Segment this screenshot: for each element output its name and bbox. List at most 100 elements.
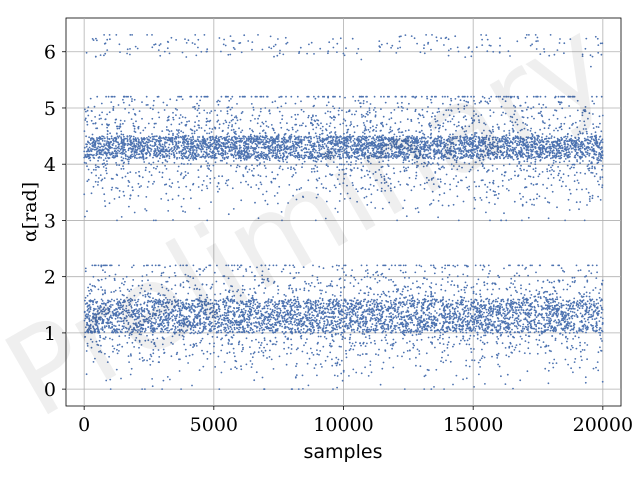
data-point xyxy=(308,319,310,322)
data-point xyxy=(372,301,375,303)
data-point xyxy=(217,355,220,358)
data-point xyxy=(249,127,251,130)
data-point xyxy=(453,310,456,313)
data-point xyxy=(127,111,130,114)
data-point xyxy=(586,165,589,168)
data-point xyxy=(356,316,359,319)
data-point xyxy=(281,330,284,333)
data-point xyxy=(471,321,474,323)
data-point xyxy=(402,264,405,267)
data-point xyxy=(200,150,203,153)
data-point xyxy=(457,103,460,106)
data-point xyxy=(527,347,530,350)
data-point xyxy=(424,270,426,273)
data-point xyxy=(180,302,183,304)
data-point xyxy=(245,137,248,140)
data-point xyxy=(115,162,117,164)
data-point xyxy=(518,350,521,353)
data-point xyxy=(495,353,498,356)
data-point xyxy=(506,373,509,376)
data-point xyxy=(512,311,514,314)
data-point xyxy=(381,299,383,302)
data-point xyxy=(229,108,232,111)
data-point xyxy=(294,328,296,331)
data-point xyxy=(243,158,246,161)
data-point xyxy=(473,323,476,325)
data-point xyxy=(524,178,527,180)
data-point xyxy=(251,339,253,342)
data-point xyxy=(203,129,206,132)
data-point xyxy=(214,161,217,164)
data-point xyxy=(390,278,392,281)
data-point xyxy=(173,272,176,274)
data-point xyxy=(153,126,156,129)
data-point xyxy=(317,335,320,338)
data-point xyxy=(120,133,123,136)
data-point xyxy=(383,292,385,295)
data-point xyxy=(85,135,87,138)
data-point xyxy=(530,312,533,315)
data-point xyxy=(276,106,279,109)
data-point xyxy=(544,345,546,348)
data-point xyxy=(243,288,246,291)
data-point xyxy=(231,139,234,142)
data-point xyxy=(172,116,175,119)
data-point xyxy=(507,189,510,192)
data-point xyxy=(289,139,292,141)
data-point xyxy=(276,285,279,288)
data-point xyxy=(433,302,436,305)
data-point xyxy=(260,344,262,347)
data-point xyxy=(294,306,296,308)
data-point xyxy=(546,308,549,311)
data-point xyxy=(128,158,130,161)
data-point xyxy=(584,172,586,175)
data-point xyxy=(221,344,224,347)
data-point xyxy=(233,355,236,358)
data-point xyxy=(355,301,358,304)
data-point xyxy=(418,300,420,302)
data-point xyxy=(465,286,467,289)
data-point xyxy=(555,145,558,148)
data-point xyxy=(259,325,262,327)
data-point xyxy=(497,151,500,154)
data-point xyxy=(442,159,445,161)
data-point xyxy=(283,347,285,350)
data-point xyxy=(365,318,367,321)
data-point xyxy=(201,189,203,192)
data-point xyxy=(489,331,492,334)
data-point xyxy=(366,275,369,278)
data-point xyxy=(560,342,563,345)
data-point xyxy=(307,116,310,119)
data-point xyxy=(181,116,184,118)
data-point xyxy=(551,293,554,295)
data-point xyxy=(135,120,137,123)
data-point xyxy=(287,129,290,132)
data-point xyxy=(231,142,234,145)
data-point xyxy=(169,378,171,381)
data-point xyxy=(151,378,154,380)
data-point xyxy=(95,166,97,169)
data-point xyxy=(158,311,161,313)
data-point xyxy=(399,297,401,300)
data-point xyxy=(589,200,591,203)
data-point xyxy=(540,139,542,142)
data-point xyxy=(319,321,321,324)
data-point xyxy=(168,52,171,55)
data-point xyxy=(332,329,334,332)
data-point xyxy=(560,306,563,309)
data-point xyxy=(172,134,174,137)
data-point xyxy=(307,384,310,387)
data-point xyxy=(585,188,588,190)
data-point xyxy=(362,315,364,318)
data-point xyxy=(380,320,382,322)
data-point xyxy=(192,346,194,348)
data-point xyxy=(107,95,110,98)
data-point xyxy=(331,319,333,322)
data-point xyxy=(432,306,435,309)
data-point xyxy=(124,108,126,110)
data-point xyxy=(466,284,469,287)
data-point xyxy=(387,165,390,168)
data-point xyxy=(104,140,106,142)
data-point xyxy=(151,34,153,36)
data-point xyxy=(187,135,190,137)
